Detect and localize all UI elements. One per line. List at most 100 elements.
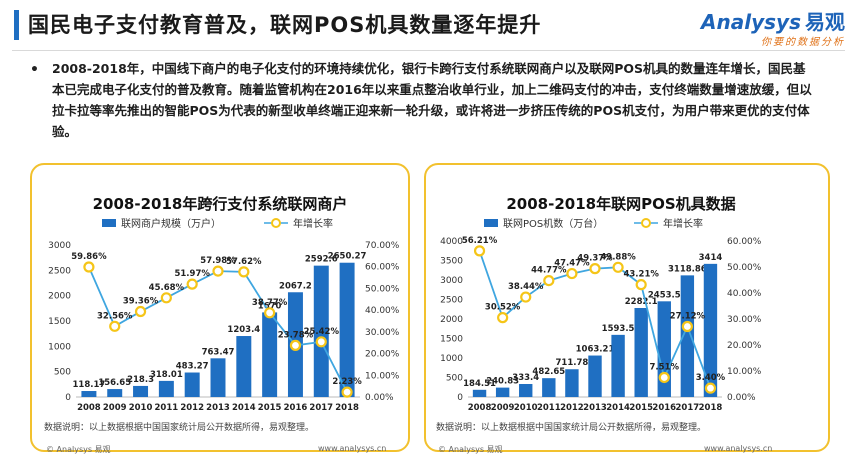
growth-label: 7.51% [650, 362, 680, 372]
merchant-chart: 2008-2018年跨行支付系统联网商户 联网商户规模（万户） 年增长率 0 50… [44, 195, 400, 433]
x-tick-label: 2015 [258, 403, 282, 413]
growth-point [473, 245, 486, 257]
growth-label: 49.88% [600, 252, 636, 262]
growth-point [681, 320, 693, 333]
bar [184, 372, 200, 397]
bar [472, 389, 487, 397]
y2-tick-label: 60.00% [365, 263, 400, 273]
growth-label: 57.98% [200, 256, 236, 266]
logo-brand: Analysys [701, 10, 801, 34]
x-tick-label: 2017 [309, 403, 333, 413]
bar [565, 369, 579, 397]
growth-label: 51.97% [174, 269, 210, 279]
analysys-logo: Analysys 易观 你要的数据分析 [701, 6, 845, 48]
y2-tick-label: 20.00% [727, 341, 762, 351]
bar-value-label: 482.65 [532, 367, 565, 377]
title-accent-bar [14, 10, 19, 40]
x-tick-label: 2012 [180, 403, 204, 413]
bar-value-label: 218.3 [127, 375, 154, 385]
growth-point [315, 336, 327, 348]
x-tick-label: 2014 [606, 403, 630, 413]
merchant-chart-panel: 2008-2018年跨行支付系统联网商户 联网商户规模（万户） 年增长率 0 50… [30, 163, 410, 452]
growth-point [83, 261, 95, 273]
growth-label: 56.21% [462, 236, 498, 246]
bar-value-label: 2067.2 [279, 281, 312, 291]
growth-label: 47.47% [554, 259, 590, 269]
growth-label: 23.78% [278, 330, 314, 340]
chart-title: 2008-2018年跨行支付系统联网商户 [93, 195, 348, 213]
y-tick-label: 4000 [440, 237, 463, 247]
y2-tick-label: 40.00% [365, 306, 400, 316]
bar-value-label: 2453.5 [648, 290, 681, 300]
y2-tick-label: 50.00% [365, 284, 400, 294]
bar [542, 378, 556, 397]
bar [519, 383, 533, 397]
growth-point [497, 312, 509, 324]
bar [81, 391, 97, 397]
x-tick-label: 2011 [155, 403, 179, 413]
legend-bar-swatch [484, 219, 498, 227]
legend-line-label: 年增长率 [293, 217, 333, 230]
bar-value-label: 483.27 [176, 362, 209, 372]
bar-value-label: 1203.4 [227, 325, 260, 335]
y2-tick-label: 50.00% [727, 263, 762, 273]
chart-note: 数据说明：以上数据根据中国国家统计局公开数据所得，易观整理。 [436, 421, 706, 433]
title-divider [12, 50, 845, 51]
y-tick-label: 3000 [48, 241, 71, 251]
pos-chart: 2008-2018年联网POS机具数据 联网POS机数（万台） 年增长率 0 50… [436, 195, 762, 433]
growth-label: 38.77% [252, 298, 288, 308]
x-tick-label: 2008 [468, 403, 492, 413]
x-tick-label: 2008 [77, 403, 101, 413]
logo-slogan: 你要的数据分析 [761, 37, 845, 48]
y-tick-label: 3000 [440, 276, 463, 286]
y2-tick-label: 40.00% [727, 289, 762, 299]
x-tick-label: 2015 [629, 403, 653, 413]
bar [588, 355, 602, 397]
growth-point [289, 339, 302, 351]
logo-brand-cn: 易观 [805, 10, 845, 34]
growth-point [658, 371, 670, 384]
x-tick-label: 2017 [676, 403, 700, 413]
growth-point [589, 263, 601, 275]
growth-point [520, 291, 532, 303]
bar-value-label: 3118.86 [668, 264, 707, 274]
x-tick-label: 2010 [514, 403, 538, 413]
x-tick-label: 2009 [491, 403, 515, 413]
legend-line-marker [641, 218, 651, 228]
bar [210, 358, 226, 397]
growth-label: 59.86% [71, 252, 107, 262]
bar-value-label: 1670 [258, 301, 282, 311]
legend-line-marker [271, 218, 281, 228]
x-tick-label: 2016 [284, 403, 308, 413]
growth-point [612, 261, 624, 273]
y2-tick-label: 0.00% [727, 393, 756, 403]
bar-value-label: 2282.1 [625, 297, 658, 307]
growth-label: 38.44% [508, 282, 544, 292]
growth-point [238, 266, 250, 278]
x-tick-label: 2013 [583, 403, 607, 413]
bar-value-label: 156.65 [98, 378, 131, 388]
growth-label: 2.23% [332, 377, 362, 387]
growth-label: 57.62% [226, 257, 262, 267]
bar-value-label: 2650.27 [328, 252, 367, 262]
y-tick-label: 1500 [440, 335, 463, 345]
growth-point [160, 292, 172, 304]
x-tick-label: 2018 [335, 403, 359, 413]
growth-label: 43.21% [623, 270, 659, 280]
y2-tick-label: 70.00% [365, 241, 400, 251]
bar [133, 385, 149, 397]
growth-label: 32.56% [97, 311, 133, 321]
y-tick-label: 2000 [440, 315, 463, 325]
bar-value-label: 3414 [699, 253, 723, 263]
bar-value-label: 333.4 [512, 373, 539, 383]
bar [236, 336, 252, 397]
bar [703, 263, 718, 397]
legend-bar-label: 联网POS机数（万台） [503, 217, 603, 230]
bar-value-label: 118.17 [73, 380, 106, 390]
legend-bar-label: 联网商户规模（万户） [121, 217, 221, 230]
page-title: 国民电子支付教育普及，联网POS机具数量逐年提升 [28, 13, 542, 37]
growth-label: 39.36% [123, 297, 159, 307]
y-tick-label: 1500 [48, 317, 71, 327]
bar [262, 312, 278, 397]
growth-label: 45.68% [149, 283, 185, 293]
